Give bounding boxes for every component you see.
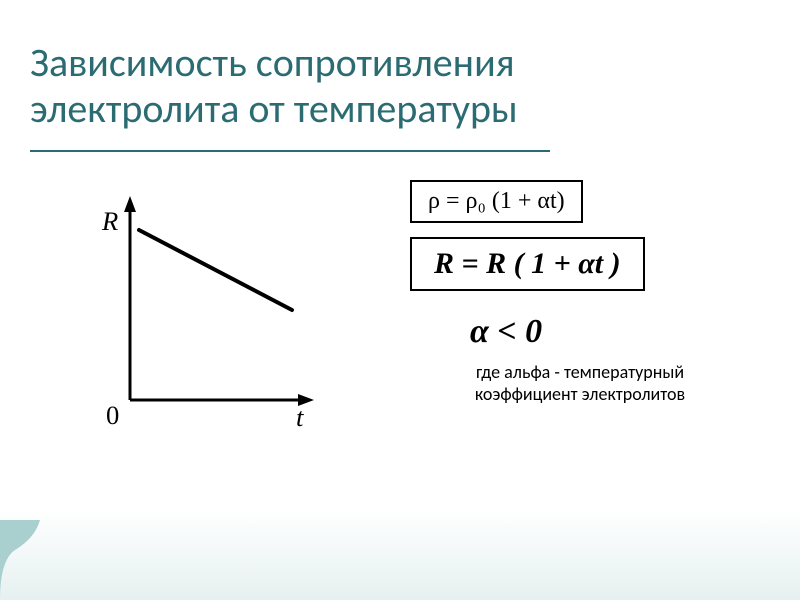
formula-alpha: α < 0 [470, 313, 750, 351]
svg-text:R: R [101, 206, 118, 236]
corner-decoration-icon [0, 520, 80, 600]
formula-rho: ρ = ρ₀ (1 + αt) [410, 180, 583, 223]
content-area: Rt 0 ρ = ρ₀ (1 + αt) R = R ( 1 + αt ) α <… [40, 180, 760, 560]
caption-line-1: где альфа - температурный [476, 361, 684, 383]
resistance-vs-temperature-chart: Rt 0 [80, 180, 340, 440]
formulas-block: ρ = ρ₀ (1 + αt) R = R ( 1 + αt ) α < 0 г… [410, 180, 750, 405]
title-underline [30, 150, 550, 152]
caption-line-2: коэффициент электролитов [475, 383, 685, 405]
formula-R: R = R ( 1 + αt ) [410, 237, 645, 291]
caption: где альфа - температурный коэффициент эл… [410, 361, 750, 405]
chart-svg: Rt 0 [80, 180, 340, 440]
title-line-1: Зависимость сопротивления [30, 38, 515, 87]
svg-text:t: t [296, 402, 304, 432]
slide: { "title": { "line1": "Зависимость сопро… [0, 0, 800, 600]
slide-title: Зависимость сопротивления электролита от… [30, 40, 770, 132]
title-line-2: электролита от температуры [30, 84, 518, 133]
svg-text:0: 0 [106, 400, 119, 430]
